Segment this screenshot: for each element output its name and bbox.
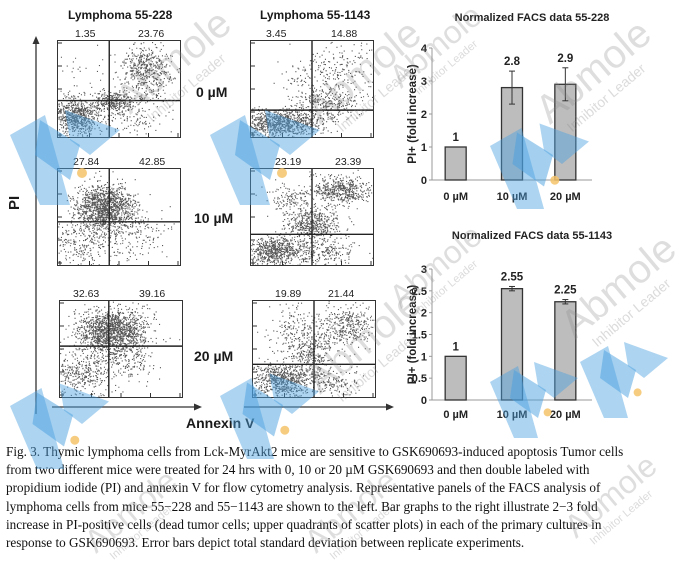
quadrant-ul-1143-10: 23.19 (275, 156, 302, 168)
bar-data-label: 2.55 (501, 271, 524, 283)
scatter-dots (253, 301, 375, 397)
x-tick-label: 20 µM (550, 409, 581, 421)
scatter-points (251, 41, 373, 137)
bar-chart-55-1143-container: Normalized FACS data 55-1143 0 0.5 1 1.5 2 2.5… (380, 220, 700, 435)
quadrant-ur-1143-20: 21.44 (328, 288, 355, 300)
quadrant-ul-228-10: 27.84 (73, 156, 100, 168)
y-tick-label: 0.5 (412, 373, 427, 385)
dose-label-10: 10 µM (194, 210, 234, 226)
bar-data-label: 1 (452, 341, 459, 353)
y-tick-label: 2 (421, 308, 427, 320)
x-tick-label: 10 µM (497, 409, 528, 421)
y-axis-label: PI+ (fold increase) (407, 64, 419, 164)
scatter-dots (251, 169, 373, 265)
caption-line: increase in PI-positive cells (dead tumo… (6, 516, 602, 532)
dose-label-20: 20 µM (194, 348, 234, 364)
scatter-points (58, 41, 180, 137)
bar (444, 355, 467, 401)
bar (554, 301, 577, 401)
scatter-plot-228-0uM (57, 40, 181, 138)
x-tick-label: 0 µM (443, 409, 468, 421)
y-tick-label: 0 (421, 175, 427, 187)
bar-chart-55-228-container: Normalized FACS data 55-228 0 1 2 3 4 PI+ (fol… (380, 0, 700, 225)
quadrant-ul-1143-0: 3.45 (266, 28, 287, 40)
scatter-plot-228-20uM (59, 300, 183, 398)
quadrant-ur-228-0: 23.76 (138, 28, 165, 40)
quadrant-ul-228-20: 32.63 (73, 288, 100, 300)
quadrant-ul-228-0: 1.35 (75, 28, 96, 40)
dose-label-0: 0 µM (196, 84, 228, 100)
y-tick-label: 1 (421, 351, 427, 363)
x-tick-label: 0 µM (443, 191, 468, 203)
quadrant-ur-228-10: 42.85 (139, 156, 166, 168)
y-tick-label: 3 (421, 264, 427, 276)
bar (444, 146, 467, 181)
bar (500, 288, 524, 401)
bar-chart-55-228: Normalized FACS data 55-228 0 1 2 3 4PI+ (fol… (407, 12, 610, 203)
scatter-points (58, 169, 180, 265)
bar-data-label: 2.9 (557, 53, 573, 65)
pi-axis-arrow (32, 36, 40, 414)
scatter-plot-1143-10uM (250, 168, 374, 266)
y-tick-label: 1.5 (412, 330, 427, 342)
chart-title: Normalized FACS data 55-228 (455, 12, 610, 24)
annexin-axis-arrow-right (244, 403, 394, 411)
y-tick-label: 2.5 (412, 286, 427, 298)
y-tick-label: 1 (421, 142, 427, 154)
quadrant-ur-1143-0: 14.88 (331, 28, 358, 40)
quadrant-ur-1143-10: 23.39 (335, 156, 362, 168)
y-tick-label: 0 (421, 395, 427, 407)
caption-line: Fig. 3. Thymic lymphoma cells from Lck-M… (6, 444, 624, 459)
scatter-dots (251, 41, 373, 137)
annexin-axis-arrow-left (52, 403, 202, 411)
quadrant-ur-228-20: 39.16 (139, 288, 166, 300)
scatter-dots (58, 42, 180, 137)
y-tick-label: 3 (421, 76, 427, 88)
scatter-plot-228-10uM (57, 168, 181, 266)
x-tick-label: 10 µM (497, 191, 528, 203)
x-axis-label: Annexin V (186, 415, 255, 431)
caption-line: response to GSK690693. Error bars depict… (6, 535, 525, 551)
chart-title: Normalized FACS data 55-1143 (452, 230, 612, 242)
scatter-points (253, 301, 375, 397)
scatter-dots (60, 301, 181, 397)
caption-line: from two different mice were treated for… (6, 462, 590, 478)
y-tick-label: 4 (421, 43, 428, 55)
scatter-dots (58, 170, 175, 265)
scatter-plot-1143-20uM (252, 300, 376, 398)
bar-data-label: 2.25 (554, 285, 577, 297)
y-axis-label: PI+ (fold increase) (407, 285, 419, 385)
scatter-points (60, 301, 182, 397)
y-axis-label: PI (6, 195, 23, 210)
scatter-plot-1143-0uM (250, 40, 374, 138)
bar-data-label: 2.8 (504, 56, 521, 68)
caption-line: lymphoma cells from mice 55−228 and 55−1… (6, 498, 598, 514)
y-tick-label: 2 (421, 109, 427, 121)
figure-caption: Fig. 3. Thymic lymphoma cells from Lck-M… (6, 443, 696, 552)
bar-data-label: 1 (452, 132, 459, 144)
scatter-points (251, 169, 373, 265)
column-title-55-228: Lymphoma 55-228 (68, 8, 173, 22)
bar-chart-55-1143: Normalized FACS data 55-1143 0 0.5 1 1.5 2 2.5… (407, 230, 612, 421)
caption-line: propidium iodide (PI) and annexin V for … (6, 480, 601, 496)
x-tick-label: 20 µM (550, 191, 581, 203)
column-title-55-1143: Lymphoma 55-1143 (260, 8, 371, 22)
quadrant-ul-1143-20: 19.89 (275, 288, 302, 300)
